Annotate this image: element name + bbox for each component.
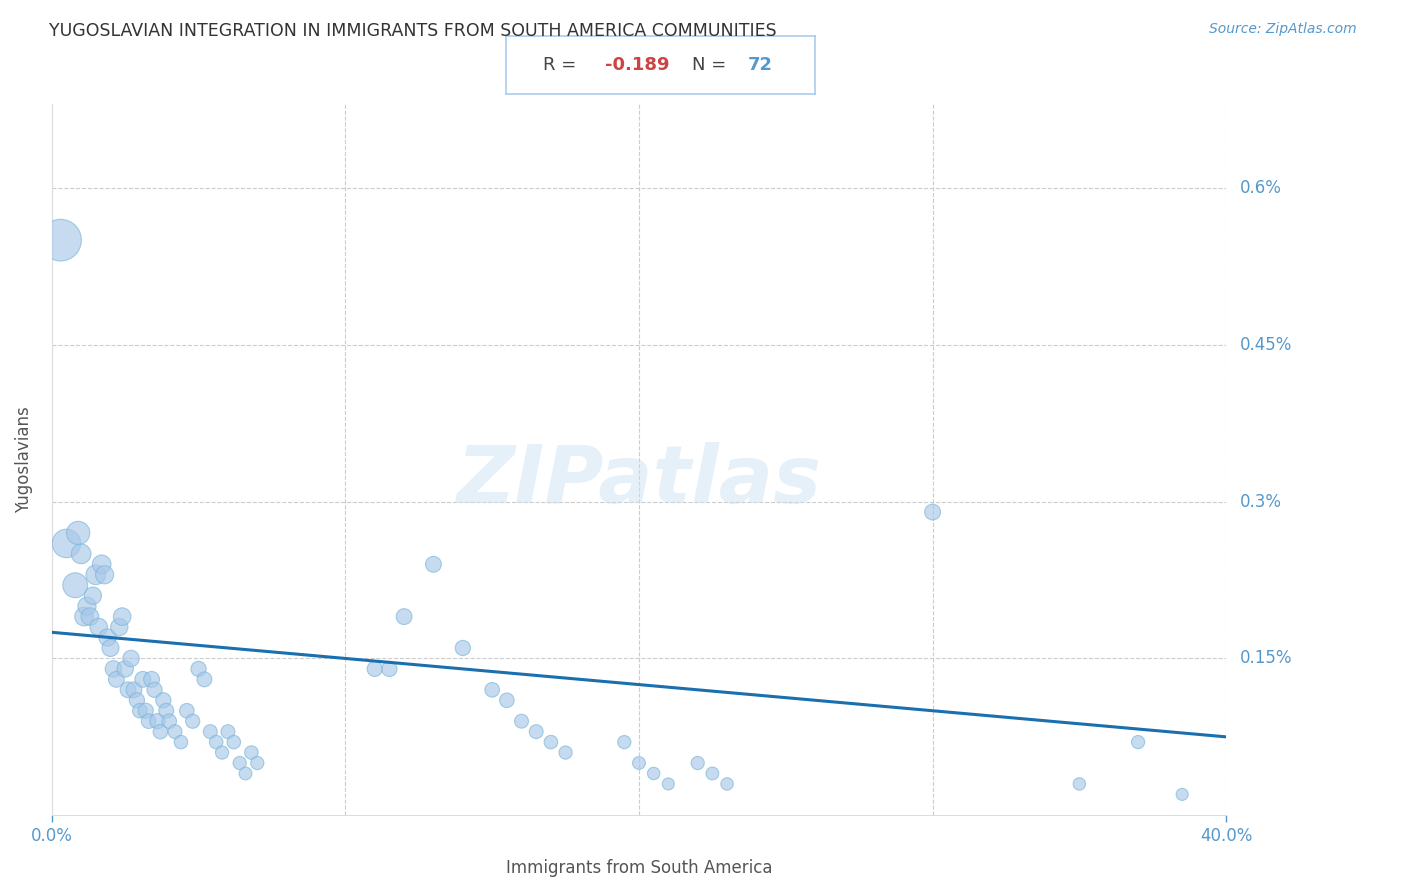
Text: N =: N = — [692, 55, 731, 74]
Point — [716, 777, 738, 791]
Point — [235, 766, 257, 780]
Point — [481, 682, 503, 697]
Point — [120, 651, 142, 665]
Point — [240, 746, 263, 760]
Point — [128, 704, 150, 718]
Point — [222, 735, 245, 749]
Point — [76, 599, 98, 614]
Point — [200, 724, 222, 739]
Point — [87, 620, 110, 634]
Text: 0.15%: 0.15% — [1240, 649, 1292, 667]
Point — [657, 777, 679, 791]
Point — [67, 525, 90, 540]
Point — [921, 505, 943, 519]
Point — [170, 735, 193, 749]
Point — [627, 756, 650, 770]
Point — [70, 547, 93, 561]
Point — [176, 704, 198, 718]
Point — [1171, 788, 1194, 802]
Point — [73, 609, 96, 624]
Point — [108, 620, 131, 634]
Point — [143, 682, 166, 697]
Point — [378, 662, 401, 676]
Point — [141, 673, 163, 687]
Point — [181, 714, 204, 729]
Point — [422, 558, 444, 572]
Point — [49, 233, 72, 247]
Point — [193, 673, 215, 687]
Point — [364, 662, 387, 676]
Text: R =: R = — [543, 55, 582, 74]
Point — [510, 714, 533, 729]
Point — [686, 756, 709, 770]
Point — [105, 673, 128, 687]
Point — [117, 682, 139, 697]
Point — [1126, 735, 1149, 749]
Point — [392, 609, 415, 624]
Point — [165, 724, 187, 739]
Text: -0.189: -0.189 — [605, 55, 669, 74]
Text: 72: 72 — [748, 55, 772, 74]
Y-axis label: Yugoslavians: Yugoslavians — [15, 407, 32, 513]
Text: 0.6%: 0.6% — [1240, 179, 1282, 197]
Point — [1069, 777, 1091, 791]
Point — [187, 662, 209, 676]
Text: Source: ZipAtlas.com: Source: ZipAtlas.com — [1209, 22, 1357, 37]
Point — [55, 536, 77, 550]
Point — [146, 714, 169, 729]
Point — [246, 756, 269, 770]
Point — [211, 746, 233, 760]
Point — [495, 693, 517, 707]
Point — [613, 735, 636, 749]
Point — [540, 735, 562, 749]
X-axis label: Immigrants from South America: Immigrants from South America — [506, 859, 772, 877]
Point — [122, 682, 145, 697]
Point — [643, 766, 665, 780]
Point — [217, 724, 239, 739]
Point — [79, 609, 101, 624]
Text: 0.45%: 0.45% — [1240, 335, 1292, 354]
Text: YUGOSLAVIAN INTEGRATION IN IMMIGRANTS FROM SOUTH AMERICA COMMUNITIES: YUGOSLAVIAN INTEGRATION IN IMMIGRANTS FR… — [49, 22, 778, 40]
Point — [93, 567, 115, 582]
Point — [138, 714, 160, 729]
Point — [524, 724, 547, 739]
Point — [228, 756, 250, 770]
Point — [84, 567, 107, 582]
Point — [111, 609, 134, 624]
Point — [155, 704, 177, 718]
Point — [205, 735, 228, 749]
Point — [554, 746, 576, 760]
Text: 0.3%: 0.3% — [1240, 492, 1282, 510]
Point — [96, 631, 118, 645]
Point — [114, 662, 136, 676]
Point — [82, 589, 104, 603]
Point — [100, 640, 122, 655]
Point — [451, 640, 474, 655]
Point — [149, 724, 172, 739]
Point — [90, 558, 112, 572]
Point — [157, 714, 180, 729]
Point — [103, 662, 125, 676]
Text: ZIPatlas: ZIPatlas — [457, 442, 821, 520]
Point — [152, 693, 174, 707]
Point — [125, 693, 148, 707]
Point — [135, 704, 157, 718]
Point — [132, 673, 155, 687]
Point — [65, 578, 87, 592]
Point — [702, 766, 724, 780]
